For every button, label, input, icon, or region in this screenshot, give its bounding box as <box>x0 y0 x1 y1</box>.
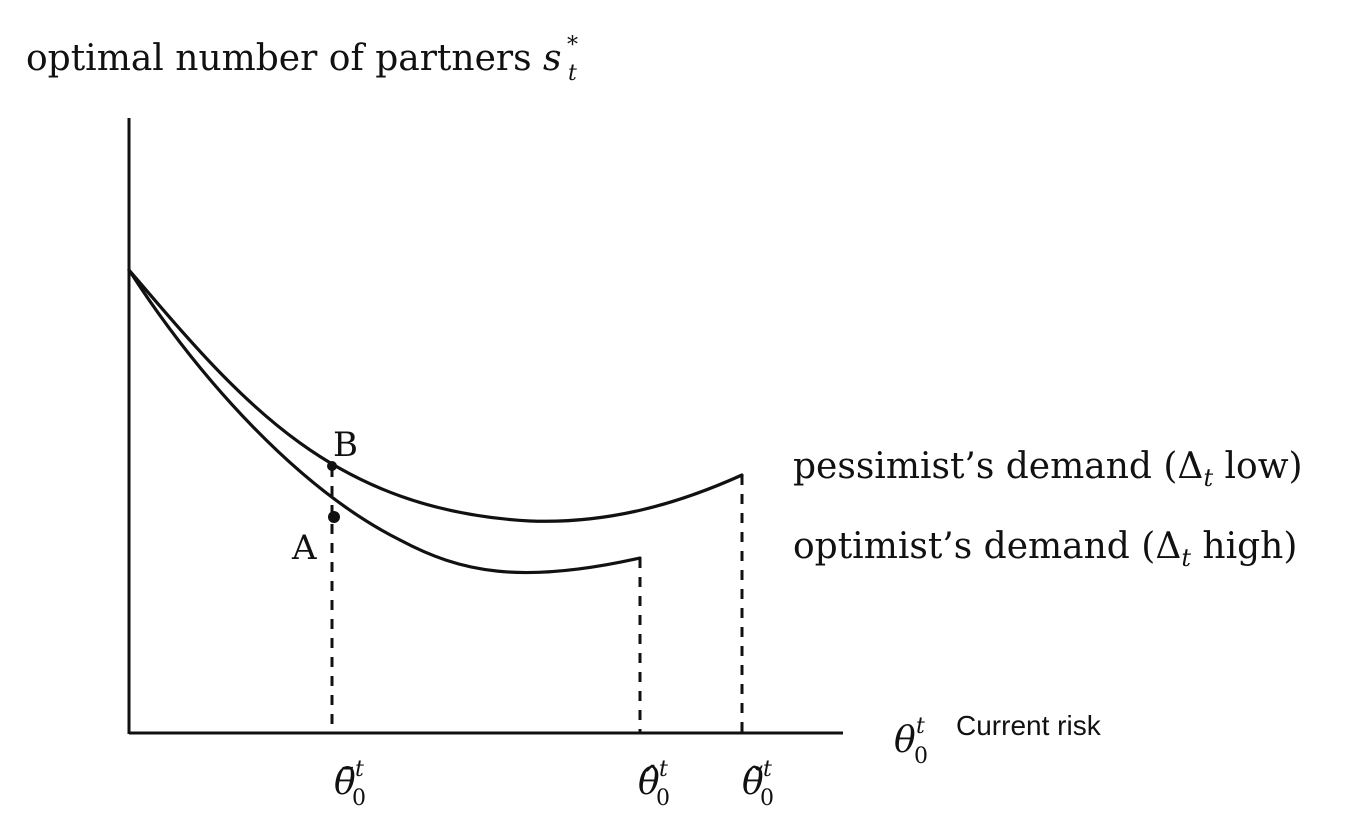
y-axis-label-text: optimal number of partners <box>26 38 543 79</box>
theta-tilde-label: θ̃ t 0 <box>742 757 774 811</box>
x-axis-symbol-sup: t <box>916 714 925 739</box>
theta-tilde-symbol: θ̃ <box>742 762 764 803</box>
pessimist-label-sub: t <box>1203 464 1213 492</box>
theta-bar-label: θ̄ t 0 <box>334 757 366 811</box>
theta-tilde-sub: 0 <box>760 786 774 811</box>
optimist-label-sub: t <box>1181 544 1191 572</box>
y-axis-symbol-sup: * <box>567 33 578 58</box>
optimist-demand-curve <box>127 268 642 575</box>
theta-bar-sub: 0 <box>352 786 366 811</box>
optimist-label-end: high) <box>1191 526 1297 567</box>
y-axis-label: optimal number of partners s <box>26 38 562 79</box>
point-b-marker <box>327 461 337 471</box>
theta-bar-sup: t <box>355 757 364 782</box>
pessimist-label-end: low) <box>1213 446 1303 487</box>
y-axis-symbol: s <box>543 38 561 79</box>
y-axis-symbol-sub: t <box>568 61 577 86</box>
optimist-label-text: optimist’s demand (Δ <box>793 526 1181 567</box>
optimist-curve-label: optimist’s demand (Δt high) <box>793 526 1297 572</box>
pessimist-curve-label: pessimist’s demand (Δt low) <box>793 446 1303 492</box>
theta-tilde-sup: t <box>763 757 772 782</box>
pessimist-demand-curve <box>127 268 744 523</box>
x-axis-symbol-sub: 0 <box>914 744 928 769</box>
theta-hat-label: θ̂ t 0 <box>638 757 670 811</box>
point-a-marker <box>328 511 340 523</box>
theta-hat-sup: t <box>659 757 668 782</box>
theta-hat-symbol: θ̂ <box>638 762 660 803</box>
theta-bar-symbol: θ̄ <box>334 762 356 803</box>
pessimist-label-text: pessimist’s demand (Δ <box>793 446 1203 487</box>
x-axis-symbol: θ <box>894 720 916 761</box>
theta-hat-sub: 0 <box>656 786 670 811</box>
x-axis-caption: Current risk <box>956 710 1102 741</box>
point-a-label: A <box>291 528 317 568</box>
point-b-label: B <box>333 425 358 465</box>
